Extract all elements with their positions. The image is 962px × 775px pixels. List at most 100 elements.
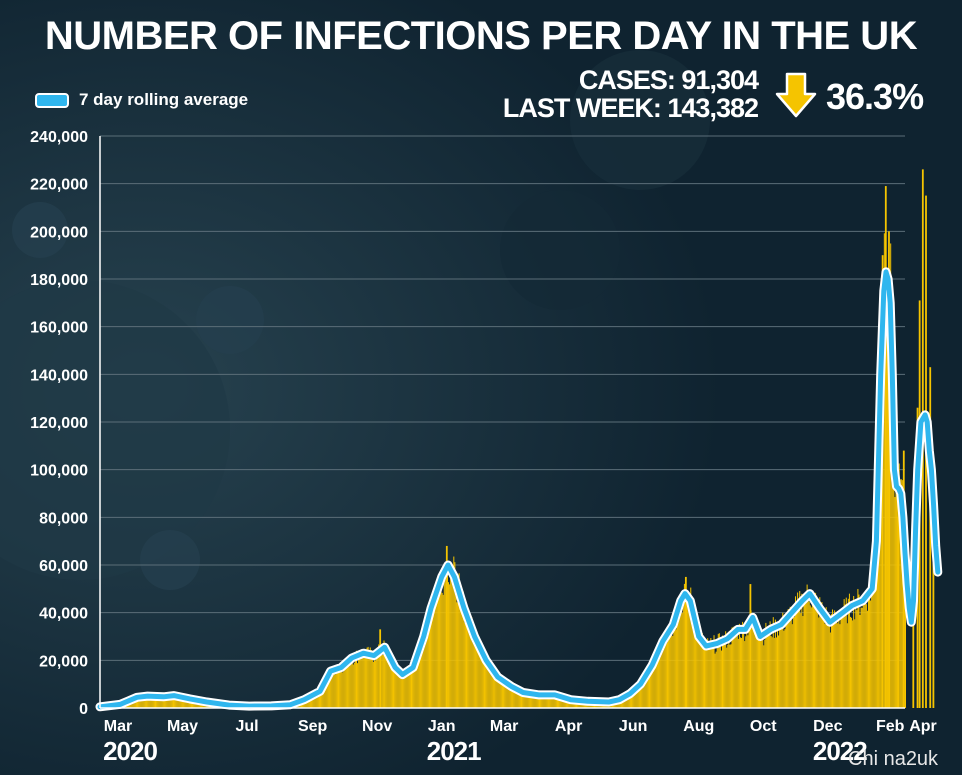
daily-bar — [390, 656, 392, 708]
daily-bar — [899, 479, 901, 708]
daily-bar — [482, 653, 484, 708]
daily-bar — [671, 631, 673, 708]
daily-bar — [874, 576, 876, 708]
daily-bar — [876, 547, 878, 708]
daily-bar — [164, 697, 166, 708]
daily-bar — [762, 633, 764, 708]
daily-bar — [784, 629, 786, 708]
daily-bar — [812, 593, 814, 708]
daily-bar — [845, 597, 847, 708]
daily-bar — [466, 610, 468, 708]
daily-bar — [565, 698, 567, 708]
daily-bar — [504, 682, 506, 708]
daily-bar — [712, 640, 714, 708]
daily-bar — [875, 564, 877, 708]
daily-bar — [182, 696, 184, 708]
daily-bar — [628, 694, 630, 708]
daily-bar — [878, 448, 880, 708]
daily-bar — [145, 694, 147, 708]
daily-bar — [496, 676, 498, 708]
daily-bar — [369, 647, 371, 708]
x-tick-label: Aug — [683, 718, 714, 735]
daily-bar — [153, 695, 155, 708]
daily-bar — [772, 617, 774, 708]
daily-bar — [689, 610, 691, 708]
daily-bar — [138, 697, 140, 708]
daily-bar — [806, 584, 808, 708]
daily-bar-spike — [932, 491, 935, 708]
daily-bar — [735, 630, 737, 708]
daily-bar — [144, 697, 146, 708]
daily-bar — [817, 598, 819, 708]
daily-bar — [701, 633, 703, 708]
daily-bar — [802, 616, 804, 708]
daily-bar — [441, 592, 443, 708]
daily-bar — [510, 685, 512, 708]
daily-bar — [432, 605, 434, 708]
daily-bar — [697, 628, 699, 708]
daily-bar — [770, 636, 772, 708]
daily-bar — [342, 672, 344, 708]
daily-bar — [661, 650, 663, 708]
daily-bar — [518, 688, 520, 708]
daily-bar — [478, 652, 480, 708]
daily-bar — [668, 640, 670, 708]
daily-bar — [523, 694, 525, 708]
daily-bar — [515, 688, 517, 708]
chart-title: NUMBER OF INFECTIONS PER DAY IN THE UK — [44, 14, 918, 58]
daily-bar — [896, 474, 898, 708]
daily-bar — [864, 598, 866, 708]
daily-bar — [825, 607, 827, 708]
daily-bar — [744, 641, 746, 708]
daily-bar — [869, 593, 871, 708]
daily-bar — [538, 693, 540, 708]
daily-bar — [335, 673, 337, 708]
daily-bar — [451, 573, 453, 708]
daily-bar — [143, 697, 145, 708]
daily-bar — [771, 637, 773, 708]
daily-bar — [314, 696, 316, 708]
daily-bar — [133, 699, 135, 708]
daily-bar — [828, 619, 830, 708]
daily-bar-spike — [684, 576, 687, 708]
daily-bar — [533, 696, 535, 708]
daily-bar — [442, 594, 444, 708]
daily-bar — [693, 614, 695, 708]
daily-bar — [178, 695, 180, 708]
daily-bar — [833, 622, 835, 708]
daily-bar — [543, 696, 545, 708]
daily-bar — [877, 514, 879, 708]
daily-bar — [809, 605, 811, 708]
daily-bar — [351, 659, 353, 708]
daily-bar — [366, 647, 368, 708]
daily-bar — [186, 698, 188, 708]
daily-bar — [157, 696, 159, 708]
down-arrow-icon — [775, 72, 817, 118]
daily-bar — [639, 683, 641, 708]
daily-bar — [427, 619, 429, 708]
y-tick-label: 100,000 — [30, 463, 88, 480]
daily-bar — [174, 694, 176, 708]
daily-bar — [503, 679, 505, 708]
daily-bar — [718, 633, 720, 708]
daily-bar — [438, 583, 440, 708]
daily-bar-spike — [749, 584, 752, 708]
daily-bar — [346, 661, 348, 708]
daily-bar — [713, 635, 715, 708]
daily-bar — [516, 689, 518, 708]
daily-bar — [139, 697, 141, 708]
daily-bar — [526, 694, 528, 708]
daily-bar — [773, 637, 775, 708]
daily-bar — [822, 614, 824, 708]
daily-bar — [792, 604, 794, 708]
daily-bar — [423, 639, 425, 708]
daily-bar — [528, 694, 530, 708]
daily-bar — [184, 697, 186, 708]
daily-bar — [665, 643, 667, 708]
daily-bar — [646, 675, 648, 708]
daily-bar — [777, 628, 779, 708]
daily-bar-spike — [379, 629, 382, 708]
daily-bar — [852, 620, 854, 708]
x-tick-label: Jan — [428, 718, 456, 735]
